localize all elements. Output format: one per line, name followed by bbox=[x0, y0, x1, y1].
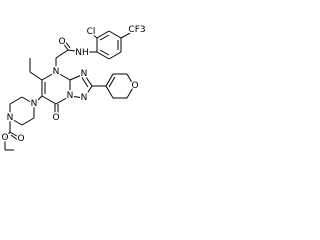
atom-label: O bbox=[58, 37, 65, 47]
atom-label: N bbox=[31, 99, 38, 109]
atom-label: O bbox=[1, 133, 8, 143]
atom-label: O bbox=[17, 134, 24, 144]
atom-label: O bbox=[52, 113, 59, 123]
atom-label: N bbox=[53, 67, 60, 77]
molecule: Cl CF3 O NH N N N N O N N O O O bbox=[0, 24, 147, 151]
atom-label: N bbox=[67, 91, 74, 101]
atom-label: N bbox=[81, 69, 88, 79]
atom-label: CF3 bbox=[128, 25, 145, 35]
atom-label: Cl bbox=[87, 27, 96, 37]
atom-label: NH bbox=[75, 48, 89, 58]
atom-label: N bbox=[7, 113, 14, 123]
atom-labels: Cl CF3 O NH N N N N O N N O O O bbox=[0, 24, 147, 146]
bonds bbox=[4, 30, 135, 151]
atom-label: N bbox=[81, 93, 88, 103]
atom-label: O bbox=[131, 81, 138, 91]
